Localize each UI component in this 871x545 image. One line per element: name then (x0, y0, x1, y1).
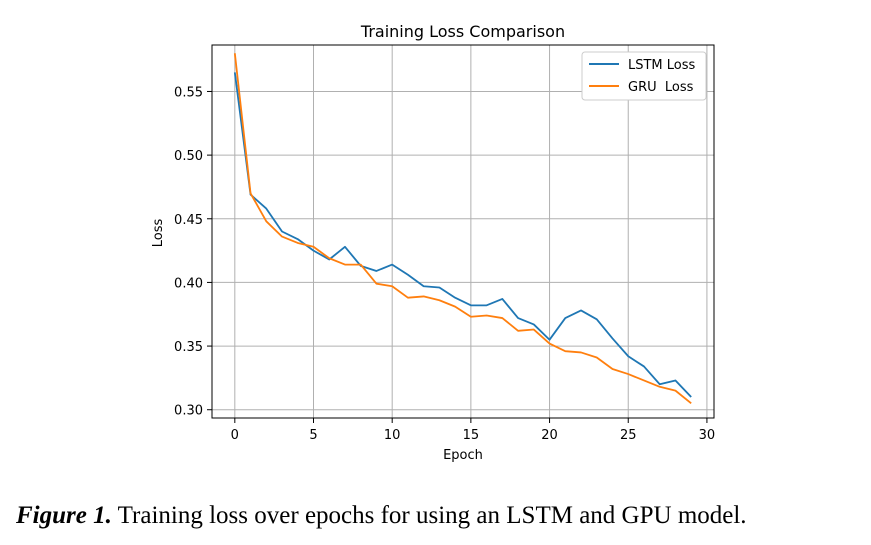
x-axis-label: Epoch (443, 448, 483, 463)
x-tick-label: 0 (231, 428, 239, 443)
legend: LSTM Loss GRU Loss (581, 51, 707, 101)
caption-text: Training loss over epochs for using an L… (111, 502, 747, 529)
loss-line-chart: 0 5 10 15 20 25 30 0.30 0.35 0.40 0.45 0.50 0.55 Tr… (151, 22, 716, 463)
x-tick-label: 10 (384, 428, 401, 443)
y-tick-label: 0.30 (174, 404, 203, 419)
series-line-gru (233, 53, 692, 405)
x-tick-label: 25 (620, 428, 637, 443)
figure-label: Figure 1. (16, 502, 112, 529)
y-axis-label: Loss (151, 219, 166, 248)
x-tick-label: 20 (541, 428, 558, 443)
y-tick-label: 0.35 (174, 340, 203, 355)
series-lines (233, 53, 692, 405)
legend-label-lstm: LSTM Loss (628, 58, 696, 73)
y-tick-label: 0.50 (174, 149, 203, 164)
chart-title: Training Loss Comparison (360, 22, 565, 41)
plot-frame (211, 44, 715, 419)
x-ticks: 0 5 10 15 20 25 30 (231, 418, 716, 443)
y-ticks: 0.30 0.35 0.40 0.45 0.50 0.55 (174, 85, 212, 419)
y-tick-label: 0.45 (174, 213, 203, 228)
series-line-lstm (233, 72, 692, 398)
x-tick-label: 30 (699, 428, 716, 443)
chart: 0 5 10 15 20 25 30 0.30 0.35 0.40 0.45 0.50 0.55 Tr… (151, 22, 716, 463)
legend-label-gru: GRU Loss (628, 80, 694, 95)
y-tick-label: 0.55 (174, 85, 203, 100)
y-tick-label: 0.40 (174, 276, 203, 291)
x-tick-label: 5 (309, 428, 317, 443)
figure-caption: Figure 1. Training loss over epochs for … (16, 502, 866, 530)
x-tick-label: 15 (463, 428, 480, 443)
